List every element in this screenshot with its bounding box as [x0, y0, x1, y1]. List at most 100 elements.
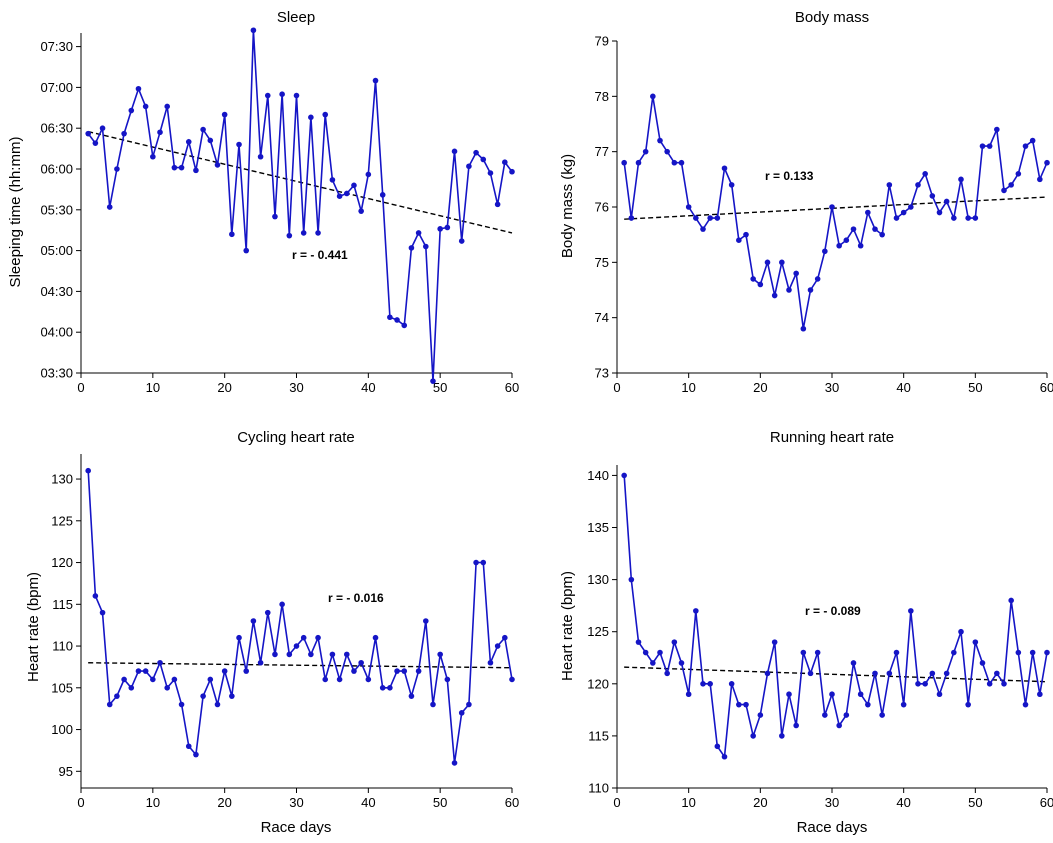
data-point: [164, 685, 170, 691]
y-tick-label: 06:00: [40, 162, 73, 177]
data-point: [444, 676, 451, 683]
data-point: [771, 639, 778, 645]
data-point: [322, 111, 329, 118]
data-point: [351, 182, 357, 189]
data-point: [365, 676, 372, 683]
series-line: [87, 470, 513, 764]
data-point: [351, 668, 357, 674]
data-point: [757, 281, 764, 288]
data-point: [379, 192, 386, 198]
data-point: [822, 712, 828, 718]
data-point: [872, 226, 878, 232]
data-point: [850, 660, 857, 666]
data-point: [943, 670, 950, 677]
data-point: [365, 171, 372, 178]
data-point: [958, 176, 964, 183]
y-tick-label: 06:30: [40, 121, 73, 136]
x-tick-label: 20: [753, 795, 767, 810]
data-point: [509, 168, 515, 175]
x-tick-label: 60: [1040, 795, 1053, 810]
data-point: [293, 643, 300, 649]
data-point: [958, 628, 964, 635]
data-point: [728, 182, 735, 188]
data-point: [994, 670, 1000, 677]
data-point: [714, 743, 721, 750]
data-point: [142, 103, 149, 110]
data-point: [922, 681, 928, 687]
data-point: [329, 651, 336, 658]
x-tick-label: 0: [77, 380, 84, 395]
x-tick-label: 30: [289, 380, 303, 395]
data-point: [685, 204, 692, 210]
data-point: [480, 559, 487, 566]
data-point: [886, 182, 893, 188]
y-tick-label: 105: [51, 680, 73, 695]
data-point: [293, 92, 300, 99]
data-point: [800, 649, 807, 656]
chart-title: Body mass: [795, 9, 869, 26]
data-point: [922, 171, 928, 177]
trend-line: [88, 130, 513, 234]
x-tick-label: 40: [896, 380, 910, 395]
data-point: [437, 226, 443, 232]
data-point: [671, 159, 678, 166]
data-point: [779, 733, 785, 739]
data-point: [915, 681, 921, 687]
data-point: [671, 639, 678, 645]
data-point: [707, 681, 713, 687]
x-tick-label: 10: [146, 795, 160, 810]
y-tick-label: 130: [587, 572, 609, 587]
data-point: [721, 165, 728, 172]
x-tick-label: 30: [825, 795, 839, 810]
x-tick-label: 50: [968, 795, 982, 810]
x-tick-label: 0: [613, 380, 620, 395]
data-point: [908, 204, 914, 210]
data-point: [965, 215, 971, 221]
x-tick-label: 10: [681, 795, 695, 810]
data-point: [185, 743, 192, 750]
data-point: [466, 163, 472, 170]
data-point: [178, 164, 185, 171]
data-point: [764, 670, 771, 677]
data-point: [951, 649, 957, 656]
y-tick-label: 95: [59, 764, 73, 779]
data-point: [1022, 701, 1029, 708]
data-point: [1029, 649, 1036, 656]
data-point: [358, 208, 364, 214]
x-tick-label: 60: [1040, 380, 1053, 395]
data-point: [229, 693, 235, 699]
data-point: [243, 668, 250, 674]
y-tick-label: 07:00: [40, 80, 73, 95]
y-tick-label: 05:00: [40, 243, 73, 258]
data-point: [106, 204, 113, 210]
data-point: [736, 701, 742, 708]
data-point: [415, 668, 422, 674]
data-point: [315, 634, 321, 641]
data-point: [650, 93, 656, 100]
y-tick-label: 03:30: [40, 366, 73, 381]
data-point: [480, 156, 487, 163]
data-point: [685, 691, 692, 698]
data-point: [494, 643, 501, 649]
data-point: [150, 153, 156, 160]
data-point: [707, 215, 713, 221]
x-tick-label: 50: [433, 795, 447, 810]
data-point: [943, 198, 950, 205]
data-point: [387, 314, 393, 321]
chart-title: Cycling heart rate: [237, 429, 355, 446]
series-line: [623, 96, 1048, 329]
data-point: [972, 215, 979, 221]
data-point: [315, 230, 321, 236]
data-point: [358, 659, 364, 666]
data-point: [207, 137, 214, 144]
data-point: [872, 670, 878, 677]
data-point: [865, 701, 871, 708]
y-tick-label: 140: [587, 468, 609, 483]
y-tick-label: 135: [587, 520, 609, 535]
correlation-label: r = 0.133: [765, 169, 814, 183]
data-point: [764, 259, 771, 266]
series-line: [623, 475, 1048, 759]
data-point: [865, 209, 871, 216]
y-tick-label: 07:30: [40, 39, 73, 54]
data-point: [135, 668, 142, 674]
